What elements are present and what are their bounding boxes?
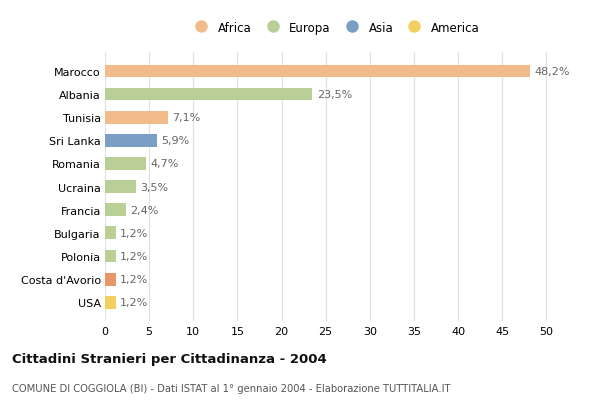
Text: 1,2%: 1,2% bbox=[120, 228, 148, 238]
Text: 1,2%: 1,2% bbox=[120, 298, 148, 308]
Text: 4,7%: 4,7% bbox=[151, 159, 179, 169]
Bar bbox=[105, 204, 126, 216]
Text: COMUNE DI COGGIOLA (BI) - Dati ISTAT al 1° gennaio 2004 - Elaborazione TUTTITALI: COMUNE DI COGGIOLA (BI) - Dati ISTAT al … bbox=[12, 382, 451, 393]
Text: Cittadini Stranieri per Cittadinanza - 2004: Cittadini Stranieri per Cittadinanza - 2… bbox=[12, 352, 327, 365]
Bar bbox=[105, 296, 116, 309]
Text: 3,5%: 3,5% bbox=[140, 182, 169, 192]
Text: 2,4%: 2,4% bbox=[131, 205, 159, 215]
Bar bbox=[105, 227, 116, 240]
Text: 1,2%: 1,2% bbox=[120, 252, 148, 261]
Bar bbox=[105, 181, 136, 193]
Bar bbox=[105, 273, 116, 286]
Legend: Africa, Europa, Asia, America: Africa, Europa, Asia, America bbox=[189, 22, 480, 34]
Text: 5,9%: 5,9% bbox=[161, 136, 190, 146]
Bar bbox=[105, 65, 530, 78]
Text: 1,2%: 1,2% bbox=[120, 274, 148, 284]
Bar bbox=[105, 135, 157, 147]
Text: 23,5%: 23,5% bbox=[317, 90, 352, 100]
Bar bbox=[105, 88, 313, 101]
Bar bbox=[105, 112, 167, 124]
Text: 7,1%: 7,1% bbox=[172, 113, 200, 123]
Bar bbox=[105, 158, 146, 171]
Bar bbox=[105, 250, 116, 263]
Text: 48,2%: 48,2% bbox=[535, 67, 571, 76]
